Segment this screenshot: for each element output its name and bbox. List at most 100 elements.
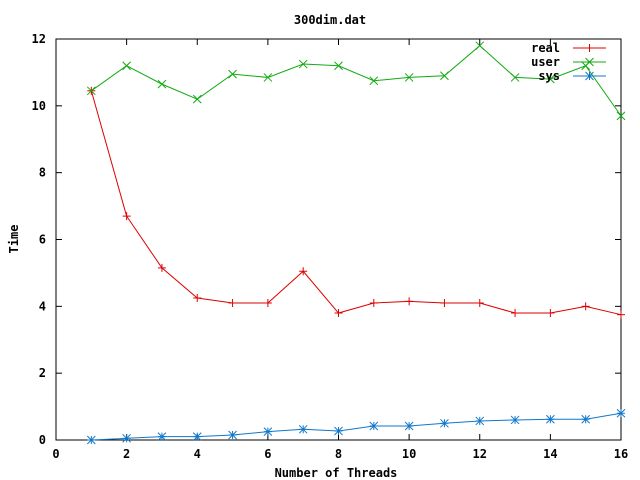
data-point-sys (510, 415, 520, 425)
data-point-user-stroke (263, 73, 273, 82)
data-point-real (369, 298, 378, 307)
data-point-user (510, 73, 520, 82)
data-point-sys (334, 426, 343, 436)
data-point-user-stroke (616, 111, 626, 121)
data-point-real (157, 263, 166, 272)
legend-marker-user-stroke (585, 57, 594, 67)
series-line-user (91, 45, 622, 117)
data-point-user-stroke (86, 86, 96, 96)
data-point-sys-stroke (440, 418, 449, 428)
data-point-sys (546, 414, 555, 424)
data-point-sys-stroke (581, 414, 591, 424)
x-axis-title: Number of Threads (275, 466, 398, 480)
data-point-user-stroke (334, 61, 343, 71)
legend-label-sys: sys (538, 69, 560, 83)
data-point-sys (475, 416, 485, 426)
x-tick-label: 0 (52, 447, 59, 461)
data-point-sys (86, 435, 96, 445)
plot-area: 0 2 4 6 8 10 12 14 16 0 2 4 6 8 10 12 (32, 32, 629, 461)
data-point-real (405, 297, 414, 306)
data-point-user-stroke (192, 94, 202, 104)
data-point-sys-stroke (298, 424, 308, 434)
data-point-user (228, 69, 237, 79)
x-tick-label: 10 (402, 447, 416, 461)
data-point-user (475, 41, 485, 51)
y-tick-label: 2 (39, 366, 46, 380)
y-tick-label: 6 (39, 233, 46, 247)
series-real (87, 86, 625, 319)
legend-item-user: user (531, 55, 606, 69)
series-line-sys (91, 412, 622, 441)
data-point-sys (369, 421, 379, 431)
data-point-real (228, 298, 237, 307)
data-point-user-stroke (404, 73, 414, 82)
data-point-sys-stroke (334, 426, 343, 436)
data-point-sys-stroke (192, 432, 202, 442)
data-point-sys (157, 432, 167, 442)
data-point-user (157, 79, 167, 89)
data-point-user-stroke (440, 71, 449, 81)
data-point-real (263, 298, 272, 307)
data-point-sys-stroke (86, 435, 96, 445)
data-point-real (122, 212, 131, 221)
data-point-sys-stroke (122, 433, 131, 443)
chart-title: 300dim.dat (294, 13, 366, 27)
data-point-user-stroke (510, 73, 520, 82)
data-point-real (193, 293, 202, 302)
data-point-sys (192, 432, 202, 442)
y-tick-label: 0 (39, 433, 46, 447)
data-point-real (581, 302, 590, 311)
series-line-real (90, 90, 622, 316)
x-tick-label: 6 (264, 447, 271, 461)
data-point-user-stroke (157, 79, 167, 89)
data-point-sys-stroke (546, 414, 555, 424)
x-tick-label: 16 (614, 447, 628, 461)
x-tick-label: 14 (543, 447, 557, 461)
data-point-user (298, 59, 308, 69)
data-point-user (404, 73, 414, 82)
data-point-user (192, 94, 202, 104)
data-point-user (616, 111, 626, 121)
y-tick-label: 8 (39, 166, 46, 180)
x-tick-label: 8 (335, 447, 342, 461)
x-tick-label: 12 (473, 447, 487, 461)
y-tick-label: 4 (39, 299, 46, 313)
data-point-sys (263, 427, 273, 436)
x-tick-label: 4 (194, 447, 201, 461)
data-point-real (440, 298, 449, 307)
legend-label-user: user (531, 55, 560, 69)
data-point-user-stroke (475, 41, 485, 51)
data-point-sys (298, 424, 308, 434)
data-point-user (546, 74, 555, 84)
data-point-sys (122, 433, 131, 443)
series-user (86, 41, 626, 121)
data-point-real (511, 309, 520, 318)
data-point-sys-stroke (228, 430, 237, 440)
data-point-user (369, 76, 379, 86)
data-point-user (440, 71, 449, 81)
data-point-sys (616, 408, 626, 418)
data-point-user-stroke (546, 74, 555, 84)
y-axis-title: Time (7, 225, 21, 254)
data-point-user (334, 61, 343, 71)
data-point-sys-stroke (510, 415, 520, 425)
data-point-sys-stroke (475, 416, 485, 426)
data-point-user-stroke (369, 76, 379, 86)
data-point-sys (228, 430, 237, 440)
data-point-real (334, 309, 343, 318)
legend-marker-sys (585, 71, 594, 81)
y-tick-label: 10 (32, 99, 46, 113)
data-point-real (617, 310, 625, 319)
legend-item-real: real (531, 41, 606, 55)
data-point-sys-stroke (404, 421, 414, 431)
y-tick-label: 12 (32, 32, 46, 46)
legend-label-real: real (531, 41, 560, 55)
data-point-sys-stroke (616, 408, 626, 418)
data-point-user-stroke (298, 59, 308, 69)
legend-item-sys: sys (538, 69, 606, 83)
data-point-sys-stroke (369, 421, 379, 431)
legend-marker-real (585, 44, 594, 52)
data-point-sys (440, 418, 449, 428)
